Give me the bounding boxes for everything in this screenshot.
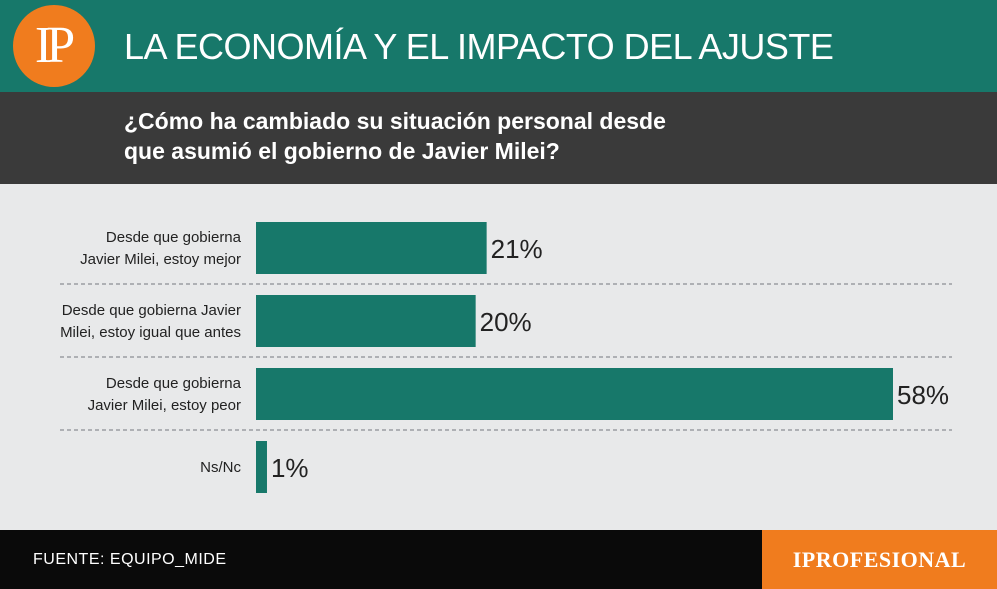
category-label-1-0: Desde que gobierna Javier: [62, 302, 241, 319]
category-label-0-0: Desde que gobierna: [106, 229, 242, 246]
chart-question: ¿Cómo ha cambiado su situación personal …: [124, 106, 744, 166]
question-line-1: ¿Cómo ha cambiado su situación personal …: [124, 108, 666, 134]
category-label-2-0: Desde que gobierna: [106, 375, 242, 392]
bar-1: [256, 295, 476, 347]
page-title: LA ECONOMÍA Y EL IMPACTO DEL AJUSTE: [124, 26, 834, 67]
bar-0: [256, 222, 487, 274]
bar-2: [256, 368, 893, 420]
value-label-3: 1%: [271, 453, 309, 483]
header-banner: [0, 0, 997, 92]
value-label-0: 21%: [491, 234, 543, 264]
brand-box: [762, 530, 997, 589]
category-label-1-1: Milei, estoy igual que antes: [60, 324, 241, 341]
category-label-2-1: Javier Milei, estoy peor: [88, 397, 241, 414]
question-line-2: que asumió el gobierno de Javier Milei?: [124, 138, 560, 164]
bar-chart: 21% Desde que gobierna Javier Milei, estoy…: [60, 222, 952, 493]
value-label-1: 20%: [480, 307, 532, 337]
brand-logo: IPROFESIONAL: [792, 547, 967, 572]
logo-text: IP: [34, 17, 75, 74]
bar-3: [256, 441, 267, 493]
question-band: [0, 92, 997, 184]
ip-logo: IP: [13, 5, 95, 87]
category-label-3-0: Ns/Nc: [200, 459, 241, 476]
category-label-0-1: Javier Milei, estoy mejor: [80, 251, 241, 268]
value-label-2: 58%: [897, 380, 949, 410]
source-text: FUENTE: EQUIPO_MIDE: [33, 551, 227, 568]
